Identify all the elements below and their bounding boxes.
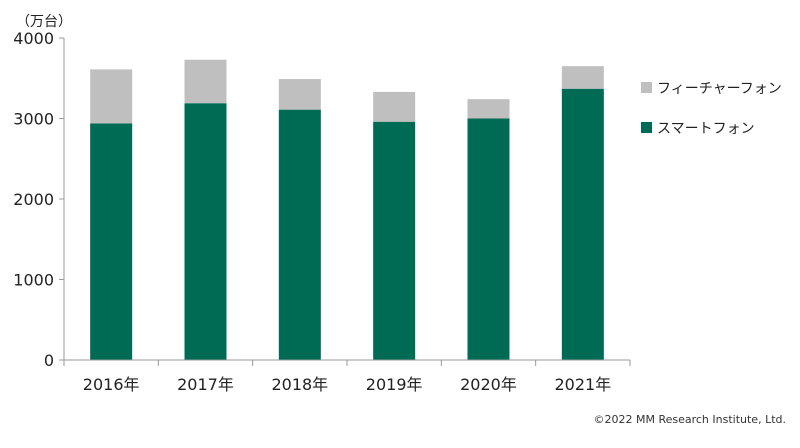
legend-label: スマートフォン (657, 121, 755, 137)
bar-smartphone-1 (184, 103, 227, 360)
bar-smartphone-3 (373, 121, 416, 360)
bar-feature-phone-1 (184, 59, 227, 104)
x-tick-label: 2020年 (460, 375, 517, 394)
bar-feature-phone-0 (90, 69, 133, 124)
bar-smartphone-2 (278, 109, 321, 361)
axes-group: 0 1000 2000 3000 4000 2016年 2017年 2018年 2019年 202… (13, 29, 631, 394)
y-tick-label: 4000 (13, 29, 54, 48)
bar-feature-phone-4 (467, 99, 510, 119)
bar-feature-phone-5 (561, 66, 604, 89)
legend-swatch (641, 82, 652, 93)
bar-smartphone-0 (90, 123, 133, 360)
legend-swatch (641, 122, 652, 133)
x-tick-label: 2019年 (366, 375, 423, 394)
y-tick-label: 3000 (13, 110, 54, 129)
y-tick-label: 2000 (13, 190, 54, 209)
legend-label: フィーチャーフォン (657, 81, 782, 97)
x-tick-label: 2021年 (554, 375, 611, 394)
x-tick-label: 2018年 (271, 375, 328, 394)
bar-smartphone-5 (561, 88, 604, 360)
y-tick-label: 0 (44, 351, 54, 370)
bar-feature-phone-2 (278, 79, 321, 110)
x-tick-label: 2017年 (177, 375, 234, 394)
bar-smartphone-4 (467, 118, 510, 360)
y-axis-unit-label: （万台） (16, 14, 72, 30)
bar-feature-phone-3 (373, 91, 416, 122)
y-tick-label: 1000 (13, 271, 54, 290)
bars-group (90, 59, 604, 361)
x-tick-label: 2016年 (83, 375, 140, 394)
copyright-notice: ©2022 MM Research Institute, Ltd. (593, 413, 786, 426)
